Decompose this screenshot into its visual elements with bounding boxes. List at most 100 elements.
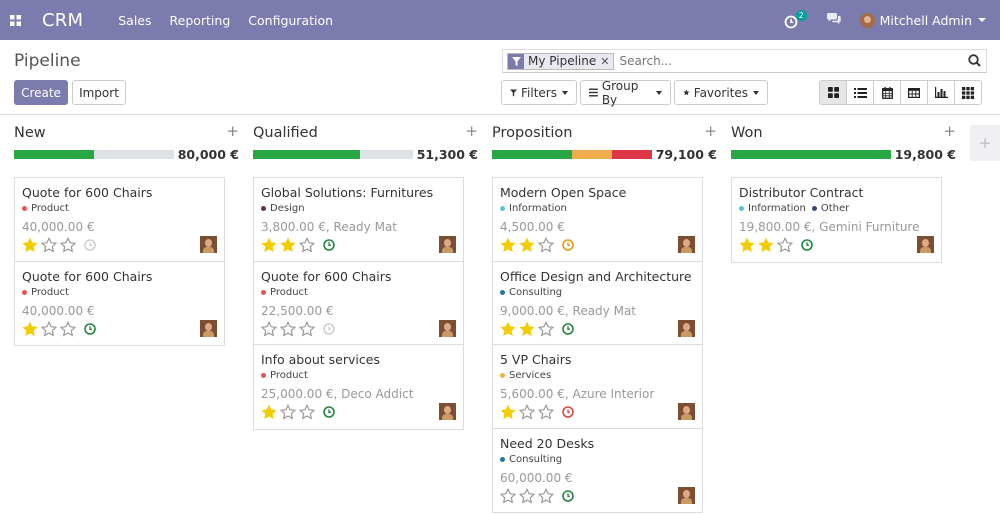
star-icon[interactable]	[519, 237, 535, 253]
filters-button[interactable]: Filters	[501, 80, 577, 105]
salesperson-avatar[interactable]	[439, 236, 456, 253]
star-icon[interactable]	[22, 237, 38, 253]
column-title[interactable]: Won	[731, 125, 763, 141]
opportunity-card[interactable]: Distributor Contract Information Other 19,8…	[732, 178, 941, 262]
create-button[interactable]: Create	[14, 80, 68, 105]
star-icon[interactable]	[261, 404, 277, 420]
add-card-icon[interactable]: +	[226, 122, 239, 140]
star-icon[interactable]	[261, 237, 277, 253]
pivot-view-button[interactable]	[900, 80, 928, 105]
graph-view-button[interactable]	[927, 80, 955, 105]
add-card-icon[interactable]: +	[704, 122, 717, 140]
star-icon[interactable]	[41, 237, 57, 253]
column-progress-bar[interactable]	[731, 150, 891, 159]
star-icon[interactable]	[538, 320, 554, 337]
user-name[interactable]: Mitchell Admin	[879, 12, 972, 28]
progress-green[interactable]	[731, 150, 891, 159]
activity-clock-icon[interactable]	[562, 239, 574, 251]
star-icon[interactable]	[299, 404, 315, 420]
activity-clock-icon[interactable]	[84, 239, 96, 251]
app-brand[interactable]: CRM	[42, 9, 84, 31]
column-title[interactable]: New	[14, 125, 46, 141]
progress-yellow[interactable]	[572, 150, 612, 159]
opportunity-card[interactable]: Quote for 600 Chairs Product 40,000.00 €	[15, 178, 224, 262]
apps-menu-icon[interactable]	[0, 0, 30, 40]
salesperson-avatar[interactable]	[678, 486, 695, 504]
menu-sales[interactable]: Sales	[118, 12, 152, 28]
opportunity-card[interactable]: Quote for 600 Chairs Product 40,000.00 €	[15, 261, 224, 345]
star-icon[interactable]	[280, 237, 296, 253]
activity-view-button[interactable]	[954, 80, 982, 105]
salesperson-avatar[interactable]	[678, 236, 695, 253]
star-icon[interactable]	[299, 237, 315, 253]
star-icon[interactable]	[519, 487, 535, 504]
star-icon[interactable]	[261, 320, 277, 337]
star-icon[interactable]	[299, 320, 315, 337]
star-icon[interactable]	[538, 237, 554, 253]
salesperson-avatar[interactable]	[678, 403, 695, 420]
opportunity-card[interactable]: 5 VP Chairs Services 5,600.00 €, Azure Int…	[493, 345, 702, 429]
import-button[interactable]: Import	[72, 80, 126, 105]
star-icon[interactable]	[500, 404, 516, 420]
star-icon[interactable]	[60, 237, 76, 253]
progress-red[interactable]	[612, 150, 652, 159]
facet-remove-icon[interactable]: ✕	[600, 54, 610, 68]
activity-clock-icon[interactable]	[562, 406, 574, 418]
progress-green[interactable]	[14, 150, 94, 159]
search-icon[interactable]	[968, 54, 981, 70]
star-icon[interactable]	[41, 320, 57, 337]
activity-menu[interactable]: 2	[784, 10, 807, 30]
progress-green[interactable]	[492, 150, 572, 159]
progress-green[interactable]	[253, 150, 361, 159]
star-icon[interactable]	[500, 321, 516, 337]
opportunity-card[interactable]: Info about services Product 25,000.00 €, D…	[254, 345, 463, 429]
star-icon[interactable]	[519, 404, 535, 420]
activity-clock-icon[interactable]	[323, 239, 335, 251]
column-title[interactable]: Proposition	[492, 125, 573, 141]
calendar-view-button[interactable]	[873, 80, 901, 105]
salesperson-avatar[interactable]	[678, 319, 695, 337]
activity-clock-icon[interactable]	[323, 406, 335, 418]
add-card-icon[interactable]: +	[465, 122, 478, 140]
star-icon[interactable]	[739, 237, 755, 253]
star-icon[interactable]	[519, 321, 535, 337]
star-icon[interactable]	[538, 487, 554, 504]
menu-configuration[interactable]: Configuration	[248, 12, 334, 28]
kanban-view-button[interactable]	[819, 80, 847, 105]
column-progress-bar[interactable]	[492, 150, 652, 159]
star-icon[interactable]	[60, 320, 76, 337]
column-title[interactable]: Qualified	[253, 125, 318, 141]
salesperson-avatar[interactable]	[200, 319, 217, 337]
star-icon[interactable]	[280, 404, 296, 420]
group-by-button[interactable]: Group By	[580, 79, 671, 107]
salesperson-avatar[interactable]	[439, 319, 456, 337]
search-input[interactable]	[619, 54, 960, 68]
opportunity-card[interactable]: Office Design and Architecture Consulting…	[493, 261, 702, 345]
add-column-button[interactable]: +	[970, 125, 1000, 161]
column-progress-bar[interactable]	[253, 150, 413, 159]
activity-clock-icon[interactable]	[801, 239, 813, 251]
user-avatar[interactable]	[859, 12, 875, 28]
star-icon[interactable]	[777, 237, 793, 253]
salesperson-avatar[interactable]	[439, 403, 456, 420]
star-icon[interactable]	[500, 237, 516, 253]
salesperson-avatar[interactable]	[200, 236, 217, 253]
menu-reporting[interactable]: Reporting	[169, 12, 231, 28]
opportunity-card[interactable]: Modern Open Space Information 4,500.00 €	[493, 178, 702, 262]
star-icon[interactable]	[22, 321, 38, 337]
activity-clock-icon[interactable]	[562, 489, 574, 502]
opportunity-card[interactable]: Quote for 600 Chairs Product 22,500.00 €	[254, 261, 463, 345]
column-progress-bar[interactable]	[14, 150, 174, 159]
activity-clock-icon[interactable]	[84, 322, 96, 335]
messaging-icon[interactable]	[826, 12, 842, 28]
star-icon[interactable]	[538, 404, 554, 420]
list-view-button[interactable]	[846, 80, 874, 105]
star-icon[interactable]	[758, 237, 774, 253]
star-icon[interactable]	[280, 320, 296, 337]
salesperson-avatar[interactable]	[917, 236, 934, 253]
activity-clock-icon[interactable]	[323, 322, 335, 335]
opportunity-card[interactable]: Need 20 Desks Consulting 60,000.00 €	[493, 428, 702, 512]
star-icon[interactable]	[500, 487, 516, 504]
opportunity-card[interactable]: Global Solutions: Furnitures Design 3,800.…	[254, 178, 463, 262]
add-card-icon[interactable]: +	[943, 122, 956, 140]
